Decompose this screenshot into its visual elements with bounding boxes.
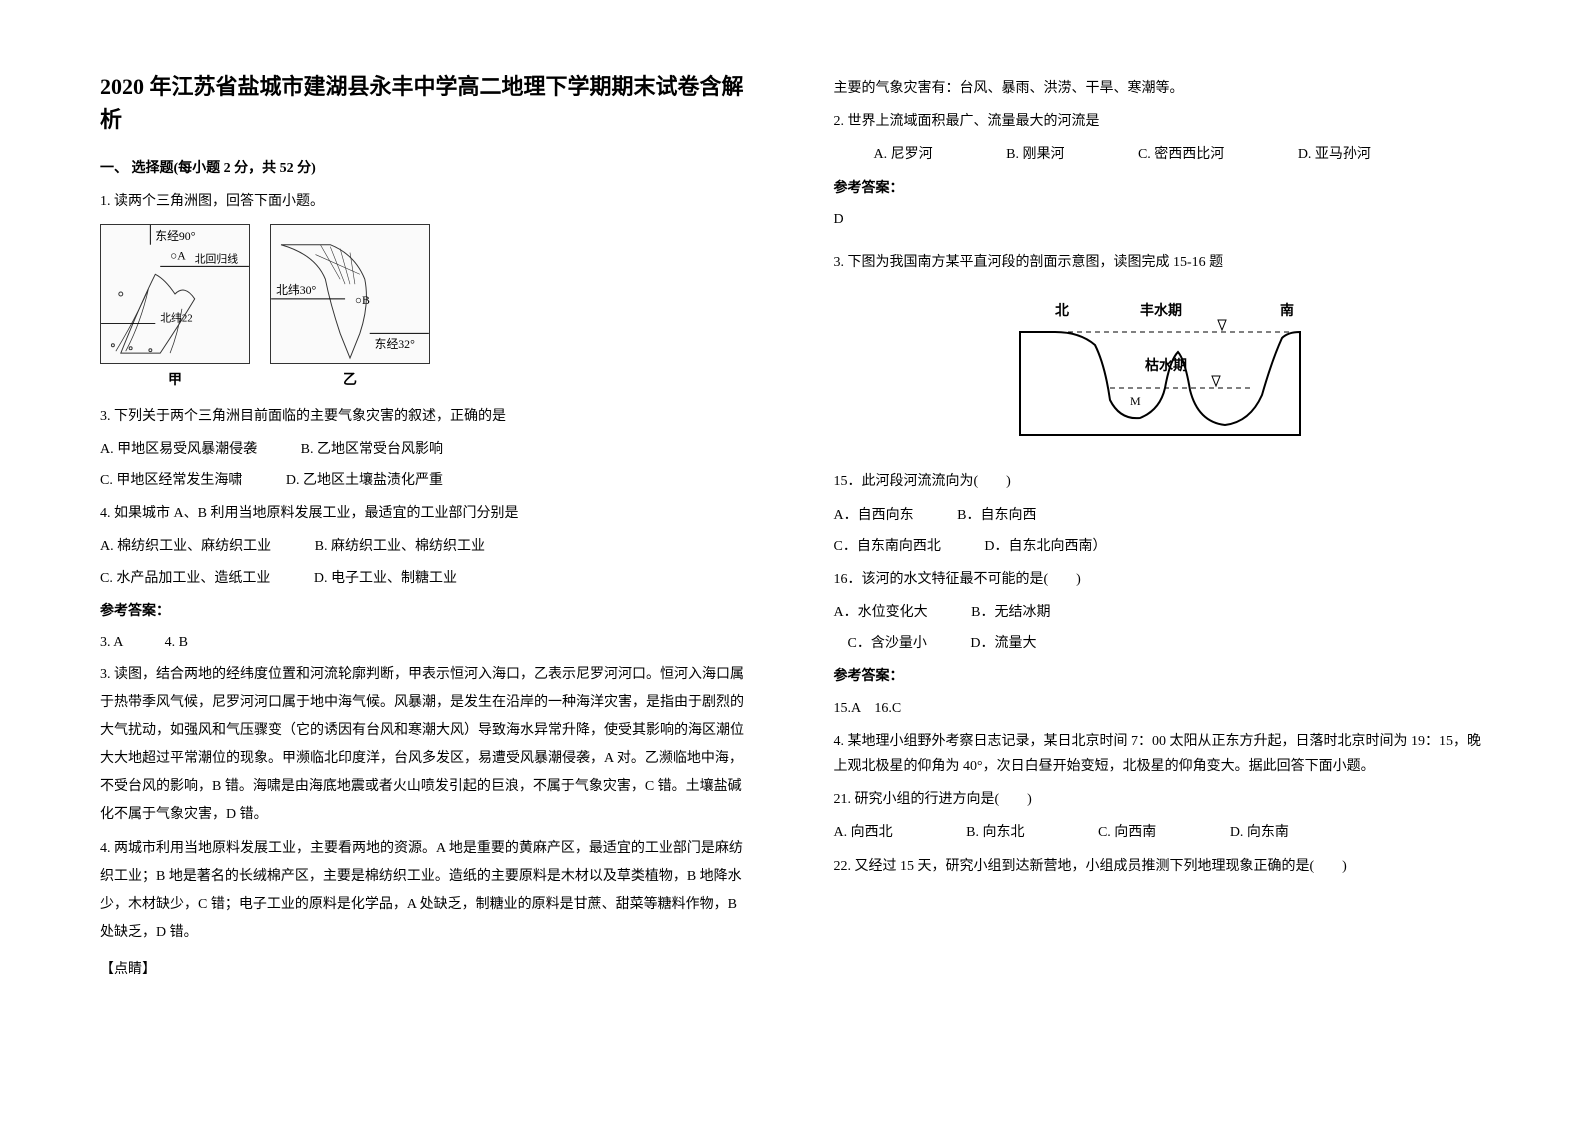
q1-3-opt-c: C. 甲地区经常发生海啸 xyxy=(100,468,242,493)
q1-4-opt-a: A. 棉纺织工业、麻纺织工业 xyxy=(100,534,271,559)
q1-3-opt-d: D. 乙地区土壤盐渍化严重 xyxy=(286,468,443,493)
q2-opt-d: D. 亚马孙河 xyxy=(1298,142,1371,167)
q1-explain3: 3. 读图，结合两地的经纬度位置和河流轮廓判断，甲表示恒河入海口，乙表示尼罗河河… xyxy=(100,661,754,829)
q16-opt-d: D．流量大 xyxy=(970,631,1036,656)
q2-answer: D xyxy=(834,207,1488,232)
diagram-south-label: 南 xyxy=(1280,302,1294,319)
q1-answer-label: 参考答案： xyxy=(100,599,754,624)
fig2-caption: 乙 xyxy=(270,368,430,393)
q2-opts: A. 尼罗河 B. 刚果河 C. 密西西比河 D. 亚马孙河 xyxy=(874,142,1488,167)
q2-answer-label: 参考答案： xyxy=(834,176,1488,201)
figure-group: 东经90° ○A 北回归线 北纬22 xyxy=(100,224,754,393)
q15-opts-row1: A．自西向东 B．自东向西 xyxy=(834,503,1488,528)
q16-opt-c: C．含沙量小 xyxy=(848,631,927,656)
q16-opts-row1: A．水位变化大 B．无结冰期 xyxy=(834,600,1488,625)
q21-opt-c: C. 向西南 xyxy=(1098,820,1156,845)
tip-text: 主要的气象灾害有：台风、暴雨、洪涝、干旱、寒潮等。 xyxy=(834,76,1488,101)
fig2-lat-label: 北纬30° xyxy=(276,283,316,297)
q1-answers: 3. A 4. B xyxy=(100,630,754,655)
q21-stem: 21. 研究小组的行进方向是( ) xyxy=(834,787,1488,812)
q15-opts-row2: C．自东南向西北 D．自东北向西南） xyxy=(834,534,1488,559)
diagram-north-label: 北 xyxy=(1055,303,1069,319)
q15-stem: 15．此河段河流流向为( ) xyxy=(834,469,1488,494)
q1-3-opt-b: B. 乙地区常受台风影响 xyxy=(301,437,443,462)
q1-4-stem: 4. 如果城市 A、B 利用当地原料发展工业，最适宜的工业部门分别是 xyxy=(100,501,754,526)
q1-3-opts-row1: A. 甲地区易受风暴潮侵袭 B. 乙地区常受台风影响 xyxy=(100,437,754,462)
q1-stem: 1. 读两个三角洲图，回答下面小题。 xyxy=(100,189,754,214)
tip-label: 【点睛】 xyxy=(100,957,754,982)
q1-3-opt-a: A. 甲地区易受风暴潮侵袭 xyxy=(100,437,257,462)
figure-jia: 东经90° ○A 北回归线 北纬22 xyxy=(100,224,250,364)
figure-jia-wrapper: 东经90° ○A 北回归线 北纬22 xyxy=(100,224,250,393)
q1-4-opt-d: D. 电子工业、制糖工业 xyxy=(314,566,457,591)
q2-opt-a: A. 尼罗河 xyxy=(874,142,933,167)
diagram-m-label: M xyxy=(1130,394,1141,408)
diagram-low-label: 枯水期 xyxy=(1145,357,1187,374)
q21-opt-b: B. 向东北 xyxy=(966,820,1024,845)
left-column: 2020 年江苏省盐城市建湖县永丰中学高二地理下学期期末试卷含解析 一、 选择题… xyxy=(100,70,754,986)
q16-opts-row2: C．含沙量小 D．流量大 xyxy=(848,631,1488,656)
exam-title: 2020 年江苏省盐城市建湖县永丰中学高二地理下学期期末试卷含解析 xyxy=(100,70,754,136)
fig1-lat-label: 北纬22 xyxy=(160,312,192,325)
q2-opt-c: C. 密西西比河 xyxy=(1138,142,1224,167)
q15-opt-b: B．自东向西 xyxy=(957,503,1036,528)
fig1-lon-label: 东经90° xyxy=(155,229,195,243)
q1-3-stem: 3. 下列关于两个三角洲目前面临的主要气象灾害的叙述，正确的是 xyxy=(100,404,754,429)
q15-opt-c: C．自东南向西北 xyxy=(834,534,941,559)
fig1-tropic-label: 北回归线 xyxy=(195,252,238,266)
q1-4-opt-c: C. 水产品加工业、造纸工业 xyxy=(100,566,270,591)
figure-yi-wrapper: 北纬30° ○B 东经32° 乙 xyxy=(270,224,430,393)
q1-4-opt-b: B. 麻纺织工业、棉纺织工业 xyxy=(315,534,485,559)
q2-stem: 2. 世界上流域面积最广、流量最大的河流是 xyxy=(834,109,1488,134)
q21-opt-d: D. 向东南 xyxy=(1230,820,1289,845)
q1-4-opts-row2: C. 水产品加工业、造纸工业 D. 电子工业、制糖工业 xyxy=(100,566,754,591)
q21-opt-a: A. 向西北 xyxy=(834,820,893,845)
q16-stem: 16．该河的水文特征最不可能的是( ) xyxy=(834,567,1488,592)
diagram-high-label: 丰水期 xyxy=(1140,302,1182,319)
q1-3-opts-row2: C. 甲地区经常发生海啸 D. 乙地区土壤盐渍化严重 xyxy=(100,468,754,493)
q2-opt-b: B. 刚果河 xyxy=(1006,142,1064,167)
q1-explain4: 4. 两城市利用当地原料发展工业，主要看两地的资源。A 地是重要的黄麻产区，最适… xyxy=(100,835,754,947)
q3-stem: 3. 下图为我国南方某平直河段的剖面示意图，读图完成 15-16 题 xyxy=(834,250,1488,275)
q1-4-opts-row1: A. 棉纺织工业、麻纺织工业 B. 麻纺织工业、棉纺织工业 xyxy=(100,534,754,559)
q22-stem: 22. 又经过 15 天，研究小组到达新营地，小组成员推测下列地理现象正确的是(… xyxy=(834,854,1488,879)
fig2-b-label: ○B xyxy=(355,293,370,307)
section-heading: 一、 选择题(每小题 2 分，共 52 分) xyxy=(100,156,754,181)
fig1-caption: 甲 xyxy=(100,368,250,393)
q16-opt-a: A．水位变化大 xyxy=(834,600,928,625)
q15-opt-a: A．自西向东 xyxy=(834,503,914,528)
q15-opt-d: D．自东北向西南） xyxy=(984,534,1106,559)
q16-opt-b: B．无结冰期 xyxy=(971,600,1050,625)
fig1-a-label: ○A xyxy=(170,249,186,263)
q21-opts: A. 向西北 B. 向东北 C. 向西南 D. 向东南 xyxy=(834,820,1488,845)
q3-answers: 15.A 16.C xyxy=(834,696,1488,721)
q4-stem: 4. 某地理小组野外考察日志记录，某日北京时间 7：00 太阳从正东方升起，日落… xyxy=(834,729,1488,779)
figure-yi: 北纬30° ○B 东经32° xyxy=(270,224,430,364)
exam-page: 2020 年江苏省盐城市建湖县永丰中学高二地理下学期期末试卷含解析 一、 选择题… xyxy=(100,70,1487,986)
q3-answer-label: 参考答案： xyxy=(834,664,1488,689)
river-diagram: 北 南 丰水期 枯水期 M xyxy=(834,290,1488,449)
right-column: 主要的气象灾害有：台风、暴雨、洪涝、干旱、寒潮等。 2. 世界上流域面积最广、流… xyxy=(834,70,1488,986)
fig2-lon-label: 东经32° xyxy=(375,338,415,352)
